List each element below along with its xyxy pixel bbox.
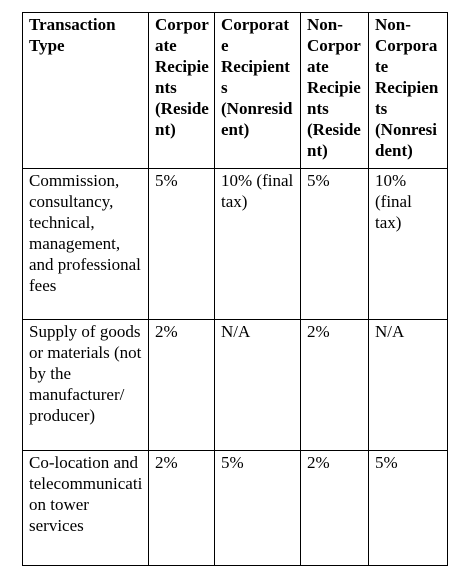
table-cell: 10% (final tax)	[368, 168, 448, 320]
header-cell: Corporate Recipients (Nonresident)	[214, 12, 301, 169]
table-cell: N/A	[214, 319, 301, 451]
table-cell: 5%	[368, 450, 448, 566]
header-cell: Transaction Type	[22, 12, 149, 169]
withholding-tax-table: Transaction Type Corporate Recipients (Re…	[22, 12, 448, 566]
table-cell: 5%	[148, 168, 215, 320]
table-cell: 2%	[148, 450, 215, 566]
table-cell: Commission, consultancy, technical, mana…	[22, 168, 149, 320]
table-body: Commission, consultancy, technical, mana…	[22, 168, 448, 566]
header-cell: Non-Corporate Recipients (Nonresident)	[368, 12, 448, 169]
table-row: Co-location and telecommunication tower …	[22, 450, 448, 566]
table-cell: Supply of goods or materials (not by the…	[22, 319, 149, 451]
table-cell: 2%	[300, 319, 369, 451]
table-cell: 5%	[214, 450, 301, 566]
header-cell: Non-Corporate Recipients (Resident)	[300, 12, 369, 169]
table-cell: 10% (final tax)	[214, 168, 301, 320]
table-row: Supply of goods or materials (not by the…	[22, 319, 448, 451]
table-row: Commission, consultancy, technical, mana…	[22, 168, 448, 320]
table-cell: N/A	[368, 319, 448, 451]
table-cell: 5%	[300, 168, 369, 320]
table-cell: Co-location and telecommunication tower …	[22, 450, 149, 566]
header-cell: Corporate Recipients (Resident)	[148, 12, 215, 169]
table-cell: 2%	[300, 450, 369, 566]
table-cell: 2%	[148, 319, 215, 451]
header-row: Transaction Type Corporate Recipients (Re…	[22, 12, 448, 169]
